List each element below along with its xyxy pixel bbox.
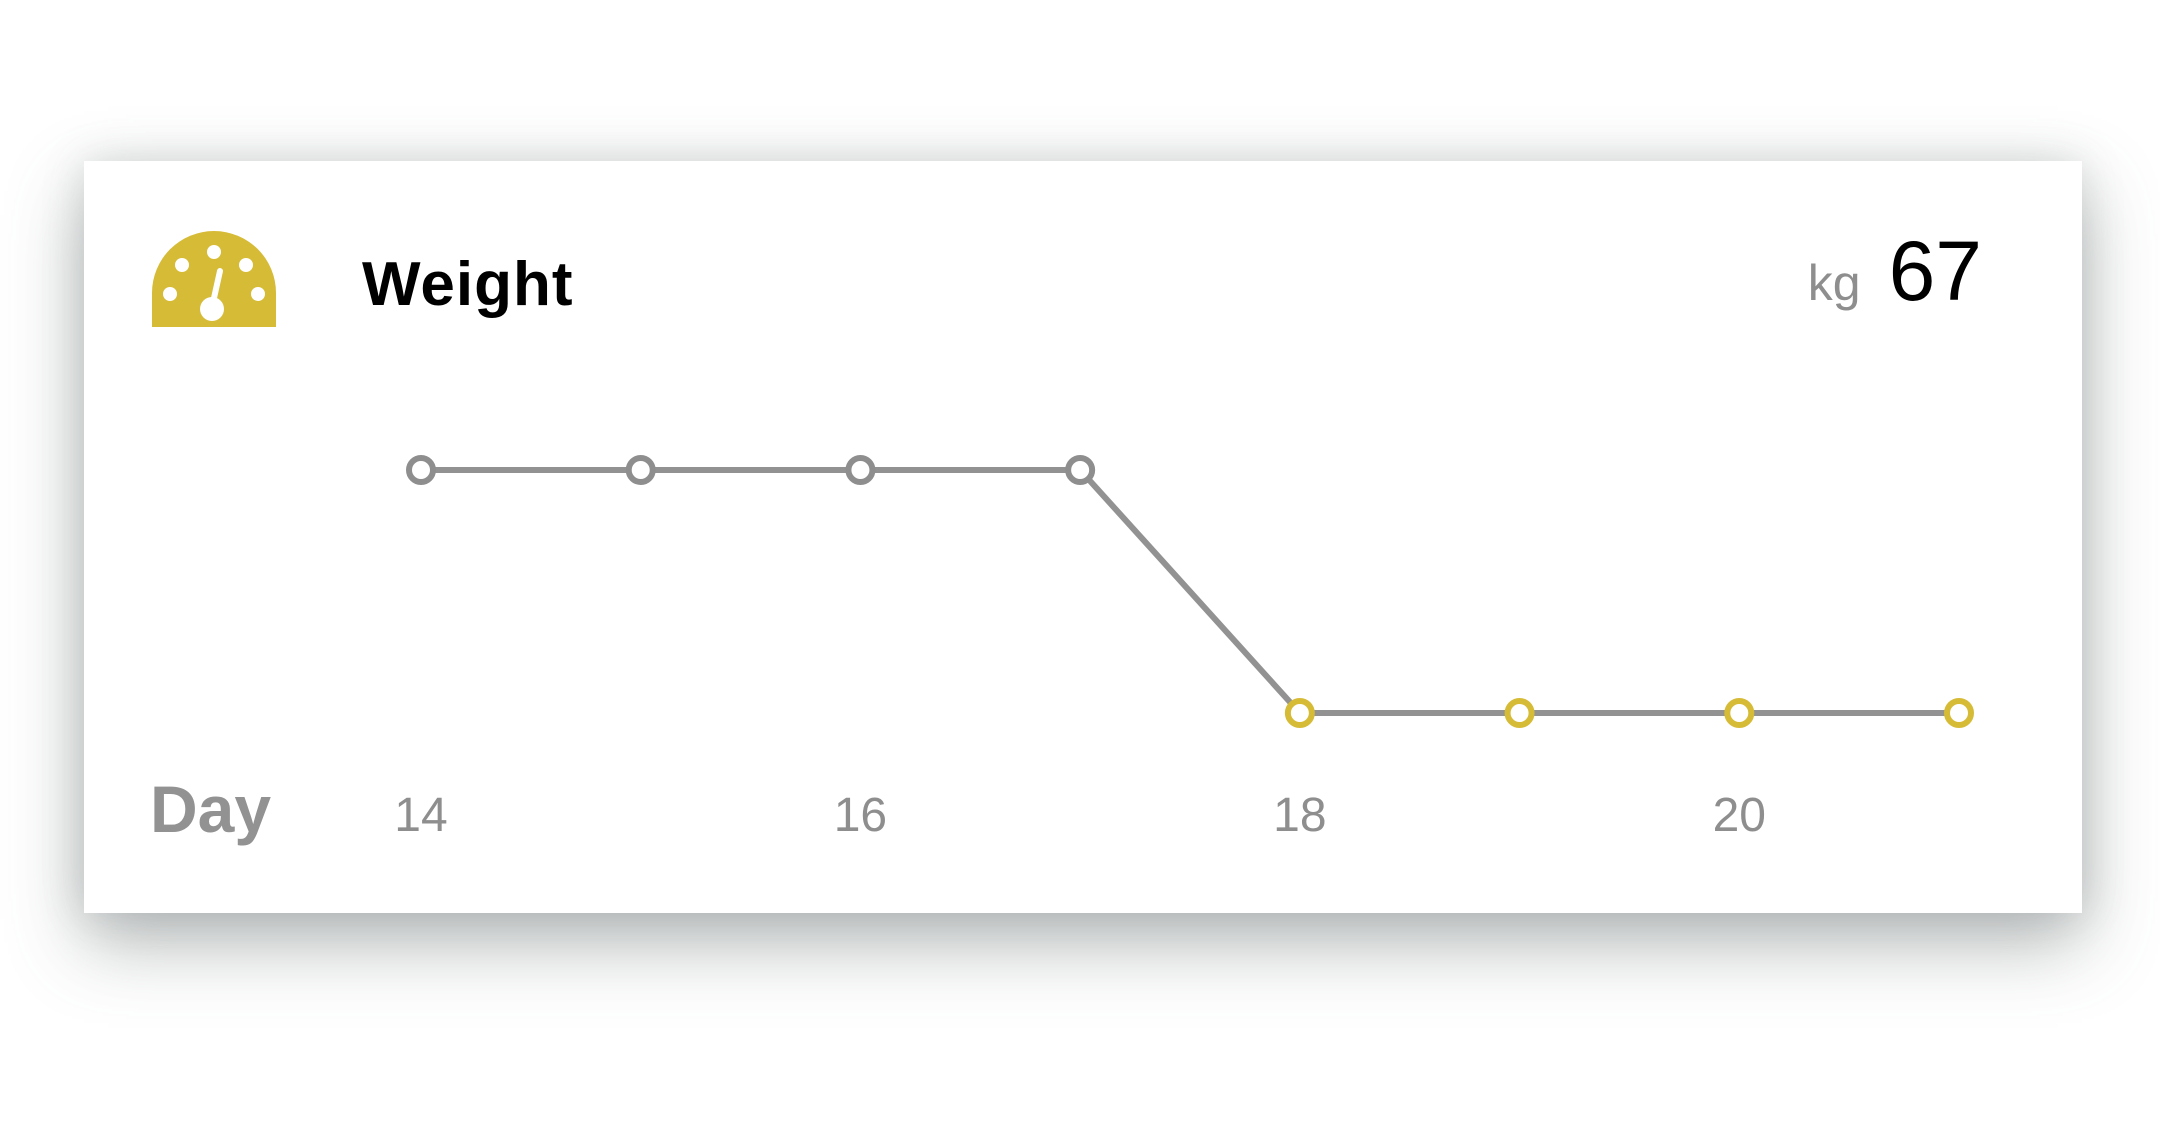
data-point-day-17[interactable] — [1065, 455, 1096, 485]
x-tick-label: 14 — [394, 789, 447, 842]
data-point-day-20[interactable] — [1724, 698, 1755, 728]
x-tick-label: 18 — [1273, 789, 1326, 842]
card-title: Weight — [362, 250, 574, 319]
series-line — [421, 467, 1959, 716]
x-tick-label: 16 — [834, 789, 887, 842]
data-point-day-21[interactable] — [1944, 698, 1974, 728]
data-point-day-18[interactable] — [1284, 698, 1315, 728]
x-axis-label: Day — [150, 772, 272, 846]
current-value: 67 — [1888, 224, 1982, 318]
data-point-day-14[interactable] — [406, 455, 436, 485]
weight-card[interactable]: Weight kg 67 Day 14 16 18 20 — [84, 161, 2082, 913]
data-point-day-19[interactable] — [1504, 698, 1535, 728]
current-reading: kg 67 — [1808, 223, 1982, 320]
data-point-day-15[interactable] — [625, 455, 656, 485]
x-tick-label: 20 — [1713, 789, 1766, 842]
unit-label: kg — [1807, 255, 1861, 311]
data-point-day-16[interactable] — [845, 455, 876, 485]
weight-line-chart: 14 16 18 20 — [394, 455, 1974, 842]
gauge-icon — [150, 227, 278, 333]
